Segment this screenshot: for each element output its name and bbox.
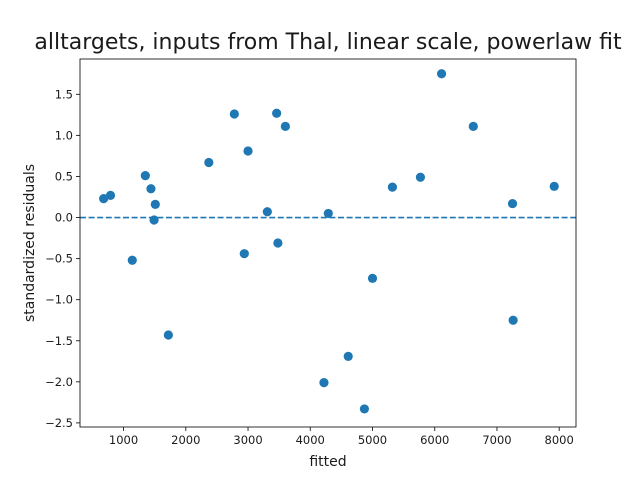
y-tick-label: 1.0 <box>55 128 73 142</box>
data-point <box>149 215 159 225</box>
data-point <box>163 330 173 340</box>
data-point <box>508 315 518 325</box>
x-tick-label: 5000 <box>358 433 387 447</box>
data-point <box>507 198 518 209</box>
y-axis-label: standardized residuals <box>22 164 38 322</box>
y-tick-label: −1.0 <box>45 293 73 307</box>
data-point <box>105 190 116 200</box>
data-point <box>343 351 353 361</box>
x-tick-label: 1000 <box>109 433 138 447</box>
data-point <box>436 69 447 79</box>
data-point <box>140 171 150 181</box>
data-point <box>359 404 370 414</box>
data-point <box>319 378 329 388</box>
x-tick-label: 4000 <box>296 433 325 447</box>
x-axis-label: fitted <box>309 454 346 470</box>
data-point <box>323 208 333 219</box>
data-point <box>99 194 109 204</box>
axes-frame <box>79 58 577 428</box>
data-point <box>280 121 290 131</box>
y-tick-label: −1.5 <box>45 334 73 348</box>
data-point <box>415 172 426 182</box>
y-tick-label: −2.0 <box>45 375 73 389</box>
data-point <box>367 273 378 283</box>
x-tick-label: 8000 <box>545 433 574 447</box>
data-point <box>239 249 249 259</box>
data-point <box>273 238 283 248</box>
y-tick-label: 1.5 <box>55 87 73 101</box>
x-tick-label: 3000 <box>233 433 262 447</box>
data-point <box>468 121 478 131</box>
y-tick-label: −0.5 <box>45 252 73 266</box>
y-tick-label: −2.5 <box>45 416 73 430</box>
data-point <box>146 184 156 194</box>
x-tick-label: 6000 <box>420 433 449 447</box>
data-point <box>243 146 253 156</box>
data-point <box>549 181 559 191</box>
data-point <box>272 108 282 118</box>
data-point <box>229 109 239 119</box>
data-point <box>262 207 272 217</box>
y-tick-label: 0.0 <box>55 211 73 225</box>
chart-title: alltargets, inputs from Thal, linear sca… <box>34 30 622 55</box>
x-tick-label: 2000 <box>171 433 200 447</box>
data-point <box>204 157 214 168</box>
data-point <box>127 255 137 265</box>
data-point <box>387 182 398 192</box>
y-tick-label: 0.5 <box>55 169 73 183</box>
data-point <box>150 199 160 209</box>
x-tick-label: 7000 <box>482 433 511 447</box>
plot-area: 1000 2000 3000 4000 5000 6000 7000 8000 −2.5 −2.0… <box>45 58 577 447</box>
